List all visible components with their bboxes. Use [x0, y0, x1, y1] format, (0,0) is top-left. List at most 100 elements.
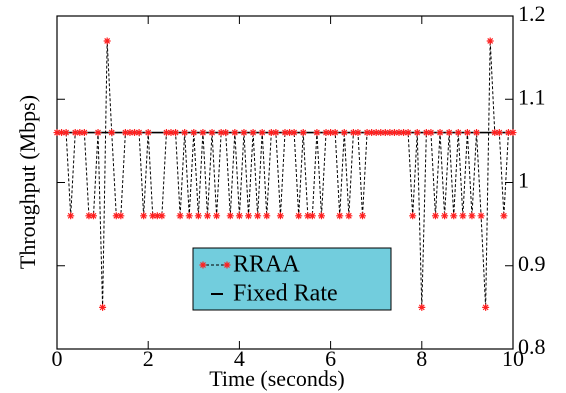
data-point: [245, 212, 253, 220]
data-point: [117, 212, 125, 220]
data-point: [322, 129, 330, 137]
data-point: [94, 129, 102, 137]
data-point: [121, 129, 129, 137]
data-point: [62, 129, 70, 137]
data-point: [491, 129, 499, 137]
data-point: [381, 129, 389, 137]
data-point: [112, 212, 120, 220]
data-point: [53, 129, 61, 137]
data-point: [167, 129, 175, 137]
data-point: [203, 212, 211, 220]
y-tick-label: 1: [518, 168, 529, 193]
data-point: [354, 129, 362, 137]
data-point: [103, 37, 111, 45]
data-point: [254, 212, 262, 220]
data-point: [395, 129, 403, 137]
x-tick-label: 2: [143, 346, 154, 371]
data-point: [222, 129, 230, 137]
data-point: [172, 129, 180, 137]
legend-label: Fixed Rate: [233, 281, 338, 307]
data-point: [108, 129, 116, 137]
x-tick-label: 8: [416, 346, 427, 371]
data-point: [299, 129, 307, 137]
data-point: [477, 212, 485, 220]
series-line: [57, 40, 513, 308]
data-point: [317, 212, 325, 220]
data-point: [404, 129, 412, 137]
data-point: [454, 129, 462, 137]
data-point: [267, 129, 275, 137]
x-axis-label: Time (seconds): [209, 366, 344, 391]
data-point: [235, 212, 243, 220]
data-point: [345, 212, 353, 220]
data-point: [213, 212, 221, 220]
data-point: [409, 212, 417, 220]
data-point: [459, 212, 467, 220]
data-point: [473, 129, 481, 137]
data-point: [199, 129, 207, 137]
data-point: [231, 129, 239, 137]
data-point: [304, 212, 312, 220]
series-markers: [53, 37, 517, 311]
data-point: [58, 129, 66, 137]
data-point: [140, 212, 148, 220]
data-point: [194, 212, 202, 220]
data-point: [390, 129, 398, 137]
data-point: [368, 129, 376, 137]
data-point: [336, 212, 344, 220]
data-point: [190, 129, 198, 137]
data-point: [149, 212, 157, 220]
x-tick-label: 10: [502, 346, 524, 371]
data-point: [295, 212, 303, 220]
data-point: [176, 212, 184, 220]
data-point: [363, 129, 371, 137]
data-point: [422, 129, 430, 137]
data-point: [463, 129, 471, 137]
data-point: [359, 212, 367, 220]
data-point: [340, 129, 348, 137]
data-point: [441, 212, 449, 220]
x-tick-label: 0: [52, 346, 63, 371]
data-point: [258, 129, 266, 137]
data-point: [126, 129, 134, 137]
data-point: [240, 129, 248, 137]
data-point: [377, 129, 385, 137]
data-point: [208, 129, 216, 137]
data-point: [131, 129, 139, 137]
data-point: [504, 129, 512, 137]
data-point: [226, 212, 234, 220]
data-point: [418, 303, 426, 311]
data-point: [413, 129, 421, 137]
data-point: [158, 212, 166, 220]
data-point: [427, 129, 435, 137]
y-tick-label: 1.2: [518, 1, 546, 26]
data-point: [500, 212, 508, 220]
data-point: [185, 212, 193, 220]
data-point: [486, 37, 494, 45]
y-axis-label: Throughput (Mbps): [15, 95, 40, 269]
y-tick-label: 0.8: [518, 334, 546, 359]
data-point: [468, 212, 476, 220]
data-point: [162, 129, 170, 137]
data-point: [144, 129, 152, 137]
data-point: [331, 129, 339, 137]
data-point: [495, 129, 503, 137]
data-point: [509, 129, 517, 137]
data-point: [89, 212, 97, 220]
data-point: [217, 129, 225, 137]
data-point: [80, 129, 88, 137]
y-tick-label: 0.9: [518, 251, 546, 276]
data-point: [327, 129, 335, 137]
data-point: [67, 212, 75, 220]
data-point: [249, 129, 257, 137]
data-point: [313, 129, 321, 137]
data-point: [263, 212, 271, 220]
data-point: [308, 212, 316, 220]
data-point: [431, 212, 439, 220]
y-tick-label: 1.1: [518, 84, 546, 109]
data-point: [400, 129, 408, 137]
legend-label: RRAA: [233, 252, 300, 278]
legend: RRAA Fixed Rate: [192, 247, 392, 311]
data-point: [71, 129, 79, 137]
